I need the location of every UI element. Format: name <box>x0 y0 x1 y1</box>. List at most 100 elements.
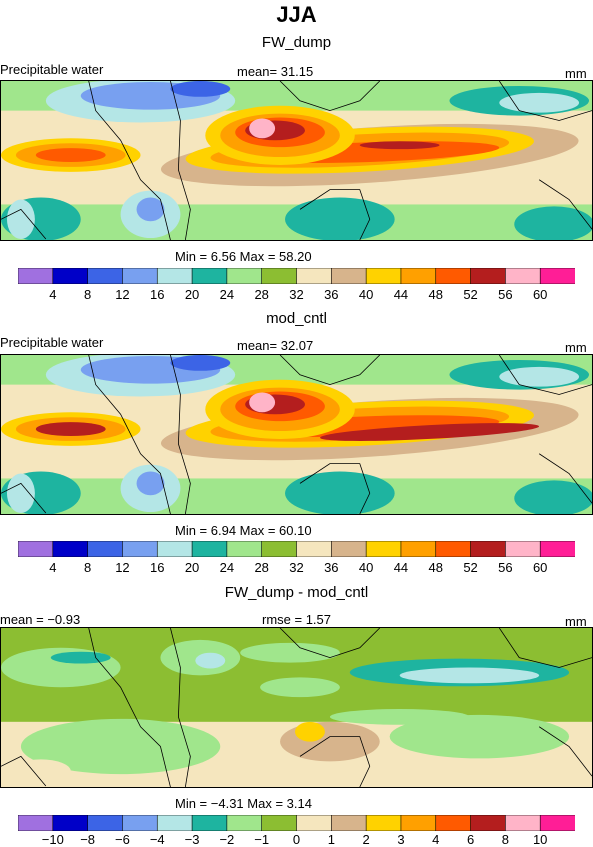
colorbar-swatch <box>191 815 228 831</box>
panel-1-title: FW_dump <box>261 34 332 51</box>
colorbar-swatch <box>331 541 367 557</box>
colorbar-label: −6 <box>115 832 130 847</box>
coastline <box>538 179 592 230</box>
panel-2-map <box>0 354 593 515</box>
colorbar-swatch <box>539 268 575 284</box>
contour-region <box>20 718 221 775</box>
colorbar-label: 4 <box>432 832 440 847</box>
colorbar-label: 10 <box>532 832 548 847</box>
coastline <box>1 482 47 514</box>
panel-3-stats: Min = −4.31 Max = 3.14 <box>175 796 312 811</box>
coastline <box>1 208 47 240</box>
panel-3-map <box>0 627 593 788</box>
colorbar-swatch <box>435 815 472 831</box>
coastline <box>1 755 47 787</box>
colorbar-swatch <box>470 541 507 557</box>
colorbar-swatch <box>365 541 402 557</box>
contour-region <box>249 392 276 413</box>
colorbar-swatch <box>156 541 193 557</box>
colorbar-swatch <box>365 268 402 284</box>
panel-2-title: mod_cntl <box>266 310 327 327</box>
colorbar-swatch <box>296 268 333 284</box>
panel-1-mean: mean= 31.15 <box>237 64 314 79</box>
colorbar-swatch <box>400 268 437 284</box>
coastline <box>88 355 171 514</box>
contour-region <box>136 197 165 222</box>
colorbar-swatch <box>226 268 263 284</box>
contour-region <box>260 677 340 698</box>
colorbar-label: 6 <box>466 832 475 847</box>
panel-2-left-label: Precipitable water <box>0 335 104 350</box>
colorbar-label: 4 <box>49 560 57 575</box>
colorbar-label: 8 <box>501 832 509 847</box>
coastline <box>279 355 381 386</box>
contour-region <box>514 480 592 514</box>
colorbar-swatch <box>18 815 54 831</box>
panel-2-mean: mean= 32.07 <box>237 338 314 353</box>
colorbar-swatch <box>52 541 89 557</box>
colorbar-label: −3 <box>184 832 200 847</box>
colorbar-swatch <box>191 541 228 557</box>
colorbar-swatch <box>156 815 193 831</box>
colorbar-swatch <box>52 815 89 831</box>
colorbar-swatch <box>331 268 367 284</box>
coastline <box>170 628 191 787</box>
colorbar-label: 24 <box>219 287 235 302</box>
contour-region <box>249 118 276 139</box>
colorbar-swatch <box>505 815 541 831</box>
colorbar-swatch <box>261 815 298 831</box>
coastline <box>299 736 371 787</box>
panel-3-unit: mm <box>565 614 587 629</box>
colorbar-label: 32 <box>289 560 304 575</box>
contour-region <box>240 642 340 663</box>
panel-2-colorbar <box>18 541 575 557</box>
contour-region <box>136 471 165 496</box>
colorbar-swatch <box>226 541 263 557</box>
coastline <box>498 355 592 395</box>
contour-region <box>499 92 580 113</box>
colorbar-swatch <box>122 541 159 557</box>
colorbar-swatch <box>296 815 333 831</box>
coastline <box>538 453 592 504</box>
colorbar-label: 36 <box>324 560 339 575</box>
coastline <box>279 81 381 112</box>
contour-region <box>359 141 440 150</box>
colorbar-swatch <box>87 268 124 284</box>
colorbar-swatch <box>539 541 575 557</box>
colorbar-swatch <box>52 268 89 284</box>
colorbar-label: 56 <box>498 560 513 575</box>
contour-region <box>389 714 570 759</box>
panel-1-left-label: Precipitable water <box>0 62 104 77</box>
panel-1-colorbar-labels: 4 8 12 16 20 24 28 32 36 40 44 48 52 56 60 <box>0 287 593 303</box>
contour-region <box>295 721 325 742</box>
colorbar-label: 2 <box>362 832 370 847</box>
contour-region <box>6 199 35 240</box>
contour-region <box>399 667 540 684</box>
colorbar-swatch <box>400 541 437 557</box>
panel-1-colorbar <box>18 268 575 284</box>
colorbar-label: 40 <box>358 560 374 575</box>
colorbar-swatch <box>261 541 298 557</box>
colorbar-label: 8 <box>84 287 92 302</box>
colorbar-swatch <box>435 541 472 557</box>
colorbar-label: −4 <box>149 832 165 847</box>
colorbar-swatch <box>331 815 367 831</box>
panel-1-map <box>0 80 593 241</box>
colorbar-label: 60 <box>532 560 548 575</box>
panel-1-stats: Min = 6.56 Max = 58.20 <box>175 249 312 264</box>
colorbar-swatch <box>122 815 159 831</box>
colorbar-swatch <box>18 268 54 284</box>
colorbar-label: 40 <box>358 287 374 302</box>
panel-2-colorbar-labels: 4 8 12 16 20 24 28 32 36 40 44 48 52 56 60 <box>0 560 593 576</box>
colorbar-label: 12 <box>115 560 130 575</box>
coastline <box>498 81 592 121</box>
colorbar-label: 36 <box>324 287 339 302</box>
colorbar-label: 28 <box>254 287 269 302</box>
colorbar-label: −8 <box>80 832 96 847</box>
contour-region <box>35 148 106 162</box>
colorbar-swatch <box>505 268 541 284</box>
coastline <box>170 355 191 514</box>
colorbar-label: 48 <box>428 287 443 302</box>
contour-region <box>35 422 106 436</box>
colorbar-swatch <box>400 815 437 831</box>
